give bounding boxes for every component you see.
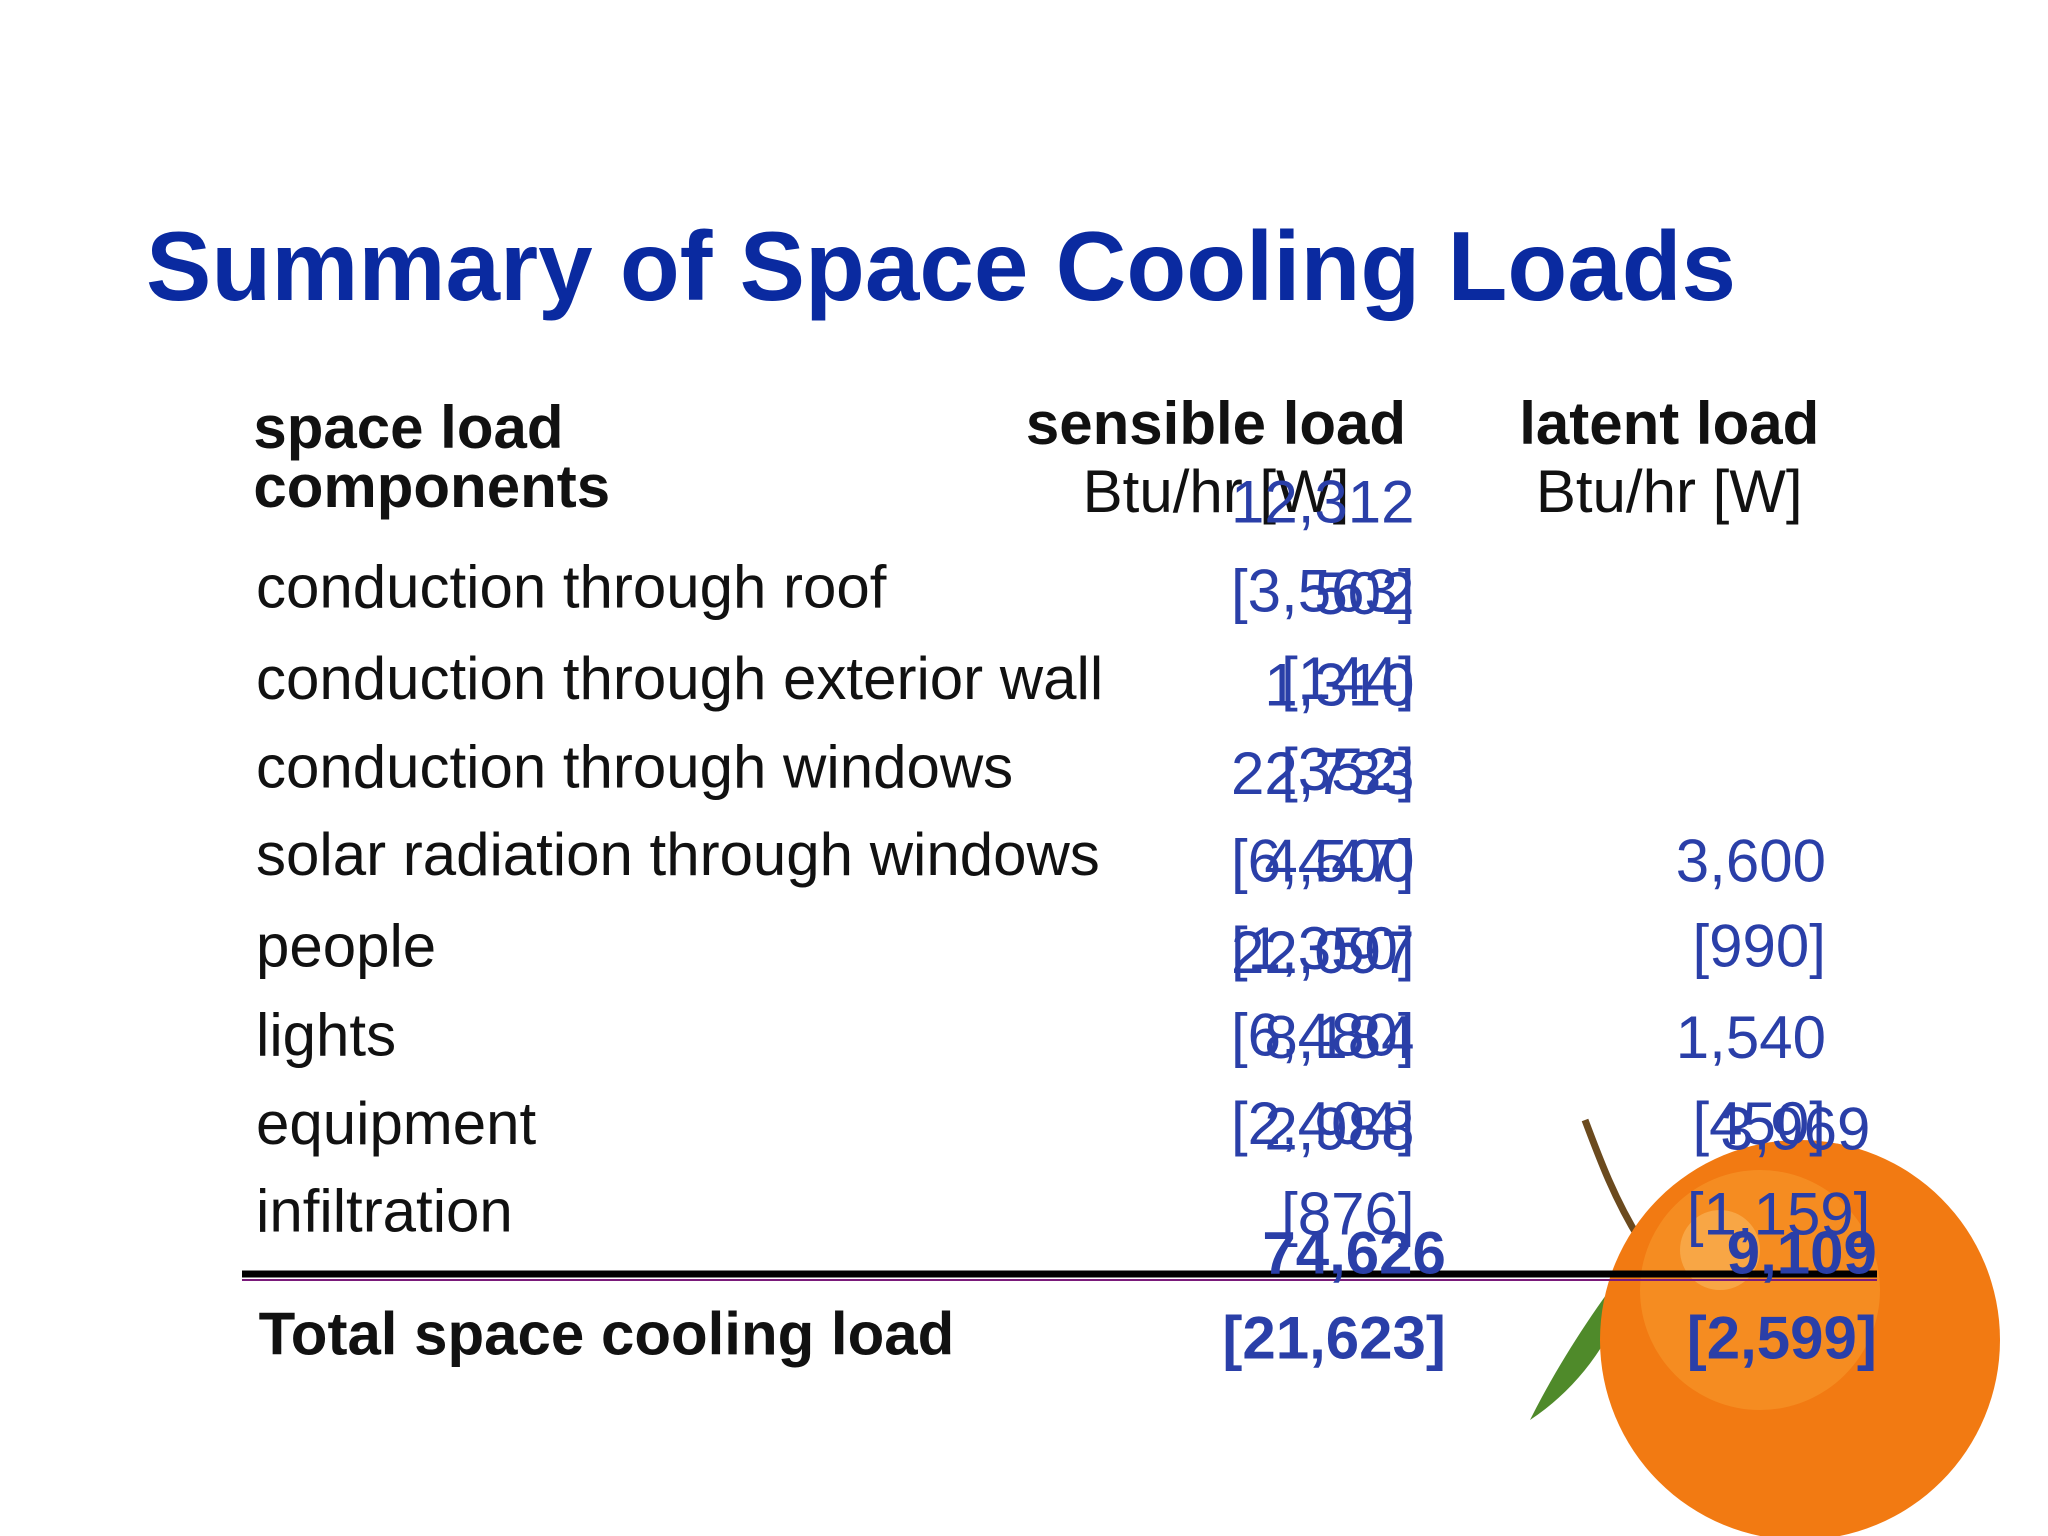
sensible-btu: 4,500 <box>1264 828 1414 895</box>
orange-decoration <box>1530 1118 2000 1536</box>
latent-btu: 3,969 <box>1720 1095 1870 1162</box>
column-units: Btu/hr [W] <box>1083 458 1350 525</box>
total-sensible-btu: 74,626 <box>1262 1219 1446 1286</box>
sensible-w: [144] <box>1281 645 1414 712</box>
sensible-w: [6,480] <box>1231 1001 1415 1068</box>
sensible-btu: 12,312 <box>1231 468 1415 535</box>
sensible-btu: 22,733 <box>1231 740 1415 807</box>
row-label: conduction through windows <box>256 734 1013 801</box>
sensible-w: [352] <box>1281 736 1414 803</box>
latent-btu: 1,540 <box>1676 1004 1826 1071</box>
total-label: Total space cooling load <box>259 1300 955 1367</box>
sensible-btu: 502 <box>1314 560 1414 627</box>
sensible-btu: 2,988 <box>1264 1095 1414 1162</box>
row-label: conduction through exterior wall <box>256 645 1103 712</box>
row-label: solar radiation through windows <box>256 821 1100 888</box>
sensible-btu: 22,097 <box>1231 919 1415 986</box>
column-header: latent load <box>1519 390 1819 457</box>
row-label: people <box>256 913 436 980</box>
total-sensible-w: [21,623] <box>1222 1304 1445 1371</box>
sensible-btu: 1,310 <box>1264 651 1414 718</box>
row-label: infiltration <box>256 1178 513 1245</box>
latent-w: [1,159] <box>1687 1180 1871 1247</box>
latent-w: [990] <box>1693 913 1826 980</box>
row-label: lights <box>256 1001 396 1068</box>
row-label: equipment <box>256 1090 537 1157</box>
sensible-w: [876] <box>1281 1180 1414 1247</box>
column-units: Btu/hr [W] <box>1536 458 1803 525</box>
sensible-w: [1,350] <box>1231 915 1415 982</box>
column-header: components <box>253 453 610 520</box>
slide-title: Summary of Space Cooling Loads <box>146 211 1736 321</box>
latent-btu: 3,600 <box>1676 828 1826 895</box>
sensible-btu: 8,184 <box>1264 1004 1414 1071</box>
total-latent-btu: 9,109 <box>1727 1219 1877 1286</box>
sensible-w: [2,404] <box>1231 1090 1415 1157</box>
sensible-w: [3,563] <box>1231 557 1415 624</box>
column-header: sensible load <box>1026 390 1406 457</box>
total-latent-w: [2,599] <box>1687 1304 1877 1371</box>
latent-w: [450] <box>1693 1090 1826 1157</box>
sensible-w: [6,447] <box>1231 828 1415 895</box>
column-header: space load <box>253 394 563 461</box>
row-label: conduction through roof <box>256 553 887 620</box>
